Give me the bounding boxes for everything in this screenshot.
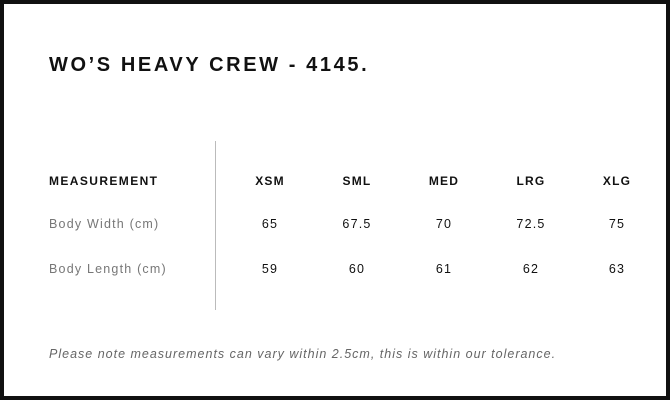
table-cell: 60 [348,262,366,276]
header-measurement: MEASUREMENT [49,174,159,188]
table-cell: 65 [261,217,279,231]
table-cell: 62 [522,262,540,276]
page-title: WO’S HEAVY CREW - 4145. [49,54,370,76]
table-cell: 70 [435,217,453,231]
table-header: MEASUREMENT XSM SML MED LRG XLG [49,171,669,191]
table-cell: 67.5 [342,217,372,231]
table-cell: 72.5 [516,217,546,231]
header-size: XSM [255,174,285,188]
table-row: Body Length (cm) 59 60 61 62 63 [49,259,669,279]
row-label: Body Length (cm) [49,262,167,276]
table-cell: 61 [435,262,453,276]
header-size: SML [342,174,372,188]
column-divider [215,141,216,310]
table-cell: 63 [608,262,626,276]
header-size: XLG [602,174,632,188]
header-size: MED [428,174,460,188]
row-label: Body Width (cm) [49,217,160,231]
table-row: Body Width (cm) 65 67.5 70 72.5 75 [49,214,669,234]
table-cell: 75 [608,217,626,231]
table-cell: 59 [261,262,279,276]
header-size: LRG [516,174,546,188]
tolerance-note: Please note measurements can vary within… [49,347,557,361]
